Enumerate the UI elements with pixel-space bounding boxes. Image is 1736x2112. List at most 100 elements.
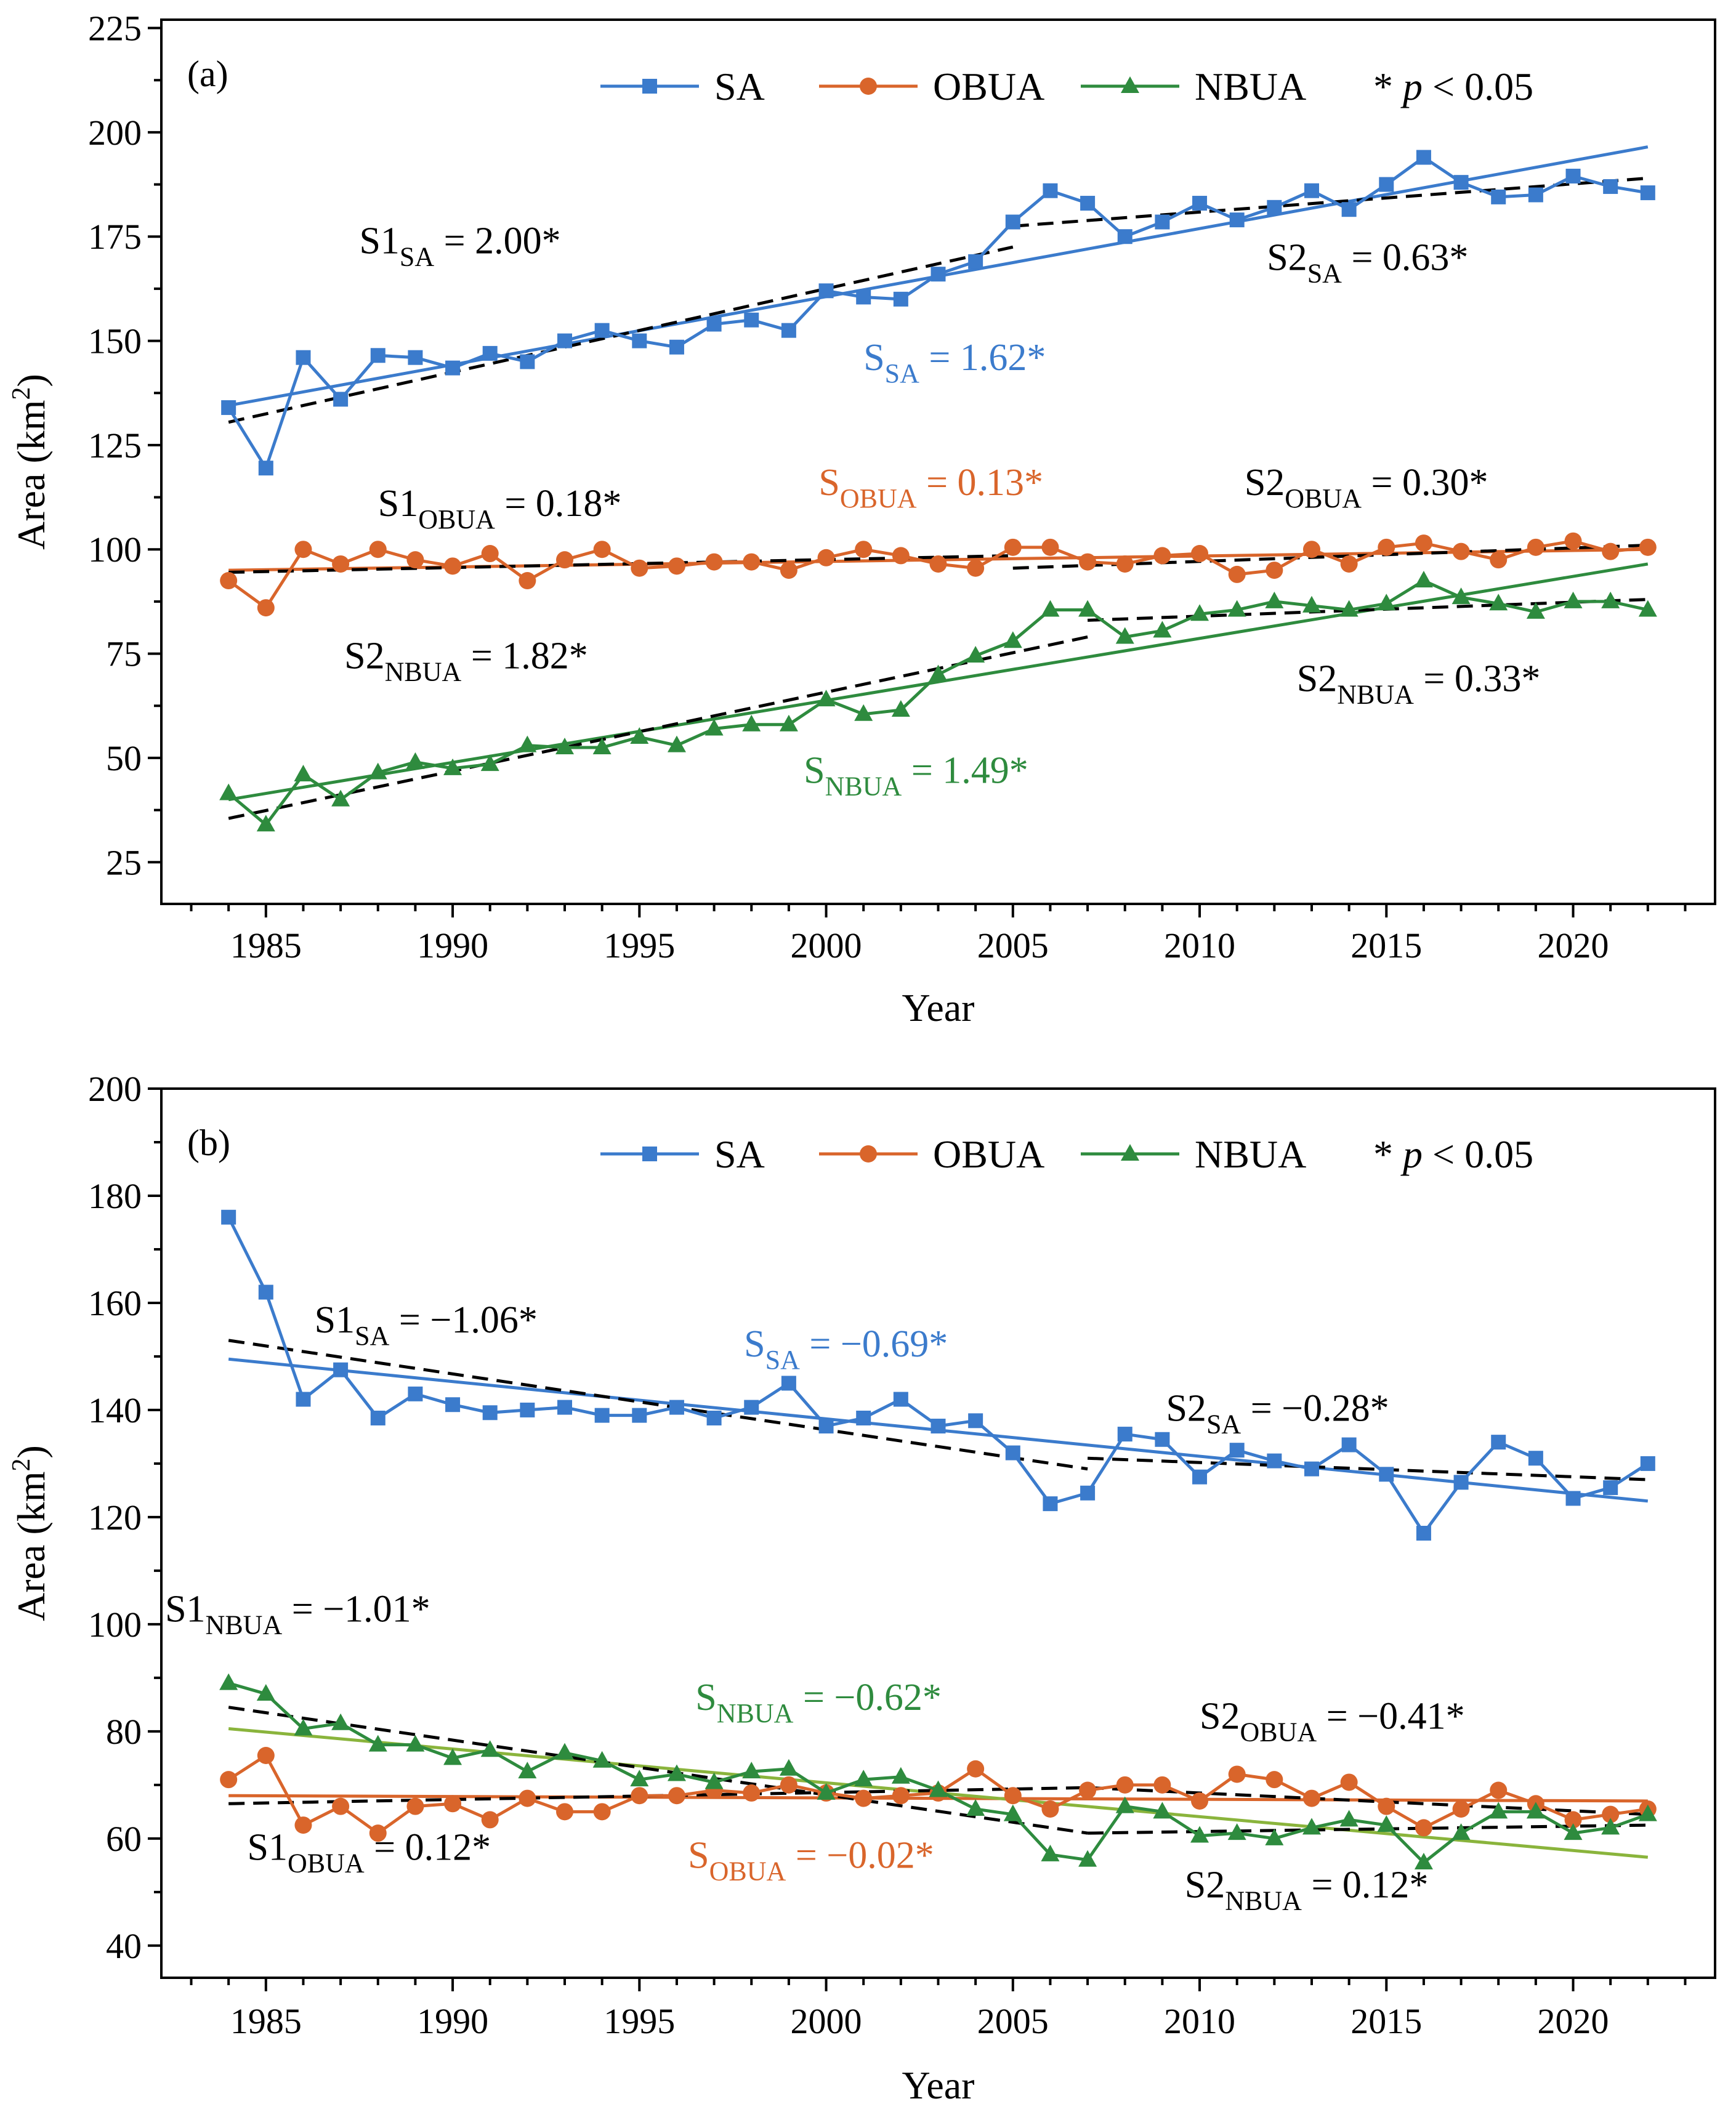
data-point-sa <box>744 1400 759 1415</box>
slope-annotation-value: = 0.63* <box>1342 236 1468 278</box>
y-axis-label-superscript: 2 <box>7 387 36 400</box>
y-tick-label: 225 <box>88 9 142 49</box>
data-point-sa <box>1267 1454 1282 1469</box>
data-point-obua <box>1341 1773 1358 1791</box>
data-point-sa <box>1454 175 1469 190</box>
slope-annotation: S2OBUA = 0.30* <box>1245 462 1488 514</box>
data-point-obua <box>482 545 499 562</box>
data-point-sa <box>1230 212 1245 227</box>
data-point-obua <box>1490 551 1507 568</box>
data-point-obua <box>519 1790 536 1807</box>
data-point-sa <box>781 323 796 338</box>
slope-annotation-subscript: NBUA <box>717 1698 794 1728</box>
slope-annotation-symbol: S2 <box>1245 462 1285 504</box>
slope-annotation-value: = 2.00* <box>434 220 560 262</box>
x-tick-label: 1985 <box>230 2001 302 2041</box>
slope-annotation-symbol: S <box>688 1835 709 1877</box>
x-tick-label: 2010 <box>1164 2001 1235 2041</box>
slope-annotation-value: = 1.82* <box>461 635 587 677</box>
data-point-sa <box>931 1419 946 1433</box>
slope-annotation-subscript: SA <box>1206 1409 1241 1439</box>
y-tick-label: 140 <box>88 1390 142 1430</box>
y-tick-label: 180 <box>88 1176 142 1216</box>
data-point-sa <box>1641 1456 1655 1471</box>
data-point-sa <box>259 461 273 475</box>
data-point-sa <box>408 1387 422 1401</box>
data-point-nbua <box>892 1767 910 1784</box>
slope-annotation: SNBUA = 1.49* <box>804 750 1028 802</box>
data-point-sa <box>1566 1491 1581 1505</box>
x-tick-label: 2005 <box>977 2001 1049 2041</box>
slope-annotation-value: = 0.33* <box>1414 658 1540 700</box>
slope-annotation-symbol: S2 <box>344 635 384 677</box>
slope-annotation: S1SA = −1.06* <box>315 1299 538 1351</box>
slope-annotation-symbol: S1 <box>315 1299 355 1341</box>
data-point-obua <box>1004 1787 1022 1804</box>
legend-marker-sa <box>642 79 657 94</box>
data-point-obua <box>1415 1819 1432 1836</box>
data-point-sa <box>632 1408 647 1423</box>
panel-label: (b) <box>187 1123 230 1163</box>
data-point-sa <box>1641 185 1655 200</box>
data-point-obua <box>519 572 536 589</box>
slope-annotation-subscript: OBUA <box>1285 483 1362 514</box>
data-point-sa <box>259 1285 273 1300</box>
data-point-sa <box>557 334 572 349</box>
data-point-obua <box>1191 1792 1208 1810</box>
data-point-obua <box>1004 539 1022 556</box>
slope-annotation-value: = 1.49* <box>902 750 1028 792</box>
slope-annotation-symbol: S2 <box>1200 1696 1240 1738</box>
slope-annotation-symbol: S2 <box>1185 1864 1225 1906</box>
data-point-obua <box>668 1787 685 1804</box>
legend-marker-obua <box>860 78 877 95</box>
slope-annotation: S2NBUA = 0.12* <box>1185 1864 1429 1916</box>
x-tick-label: 2005 <box>977 925 1049 965</box>
data-point-nbua <box>1377 594 1395 610</box>
data-point-sa <box>1080 196 1095 211</box>
slope-annotation-value: = −0.28* <box>1241 1387 1389 1429</box>
data-point-obua <box>1229 1765 1246 1783</box>
y-axis-label: Area (km2) <box>7 1445 53 1621</box>
data-point-sa <box>1603 179 1618 194</box>
data-point-obua <box>1527 539 1544 556</box>
x-tick-label: 1990 <box>417 2001 488 2041</box>
data-point-sa <box>520 354 535 369</box>
slope-annotation-symbol: S2 <box>1267 236 1307 278</box>
slope-annotation-subscript: NBUA <box>1225 1886 1302 1916</box>
y-axis-label-text: Area (km <box>9 1471 53 1621</box>
y-tick-label: 120 <box>88 1497 142 1538</box>
y-tick-label: 100 <box>88 530 142 570</box>
slope-annotation: SSA = −0.69* <box>744 1323 948 1375</box>
data-point-sa <box>1379 177 1394 192</box>
data-point-sa <box>333 392 348 406</box>
y-tick-label: 60 <box>106 1819 142 1859</box>
slope-annotation-subscript: NBUA <box>206 1610 283 1640</box>
data-point-obua <box>1602 543 1619 560</box>
data-point-sa <box>1230 1443 1245 1457</box>
data-point-sa <box>1491 1435 1506 1449</box>
data-point-sa <box>1454 1475 1469 1489</box>
data-point-sa <box>819 1419 834 1433</box>
data-point-sa <box>371 1411 386 1425</box>
data-point-obua <box>780 562 797 579</box>
piecewise-trend-nbua-1 <box>228 1707 1088 1833</box>
slope-annotation-symbol: S <box>695 1677 716 1719</box>
slope-annotation: SOBUA = −0.02* <box>688 1835 934 1887</box>
slope-annotation-symbol: S1 <box>247 1827 287 1869</box>
legend-label-nbua: NBUA <box>1195 1132 1306 1176</box>
data-point-obua <box>332 1798 349 1815</box>
data-point-obua <box>1041 539 1059 556</box>
legend: SA OBUA NBUA * p < 0.05 <box>600 65 1533 108</box>
y-tick-label: 160 <box>88 1283 142 1323</box>
data-point-sa <box>445 361 460 376</box>
data-point-obua <box>444 557 461 574</box>
data-point-nbua <box>1452 1823 1471 1840</box>
y-tick-label: 175 <box>88 217 142 257</box>
slope-annotation: S2SA = −0.28* <box>1166 1387 1389 1439</box>
data-point-obua <box>1116 1776 1134 1794</box>
data-point-nbua <box>518 736 536 752</box>
y-tick-label: 200 <box>88 113 142 153</box>
slope-annotation-symbol: S <box>818 462 839 504</box>
data-point-sa <box>1192 196 1207 211</box>
slope-annotation-subscript: OBUA <box>1240 1717 1317 1747</box>
